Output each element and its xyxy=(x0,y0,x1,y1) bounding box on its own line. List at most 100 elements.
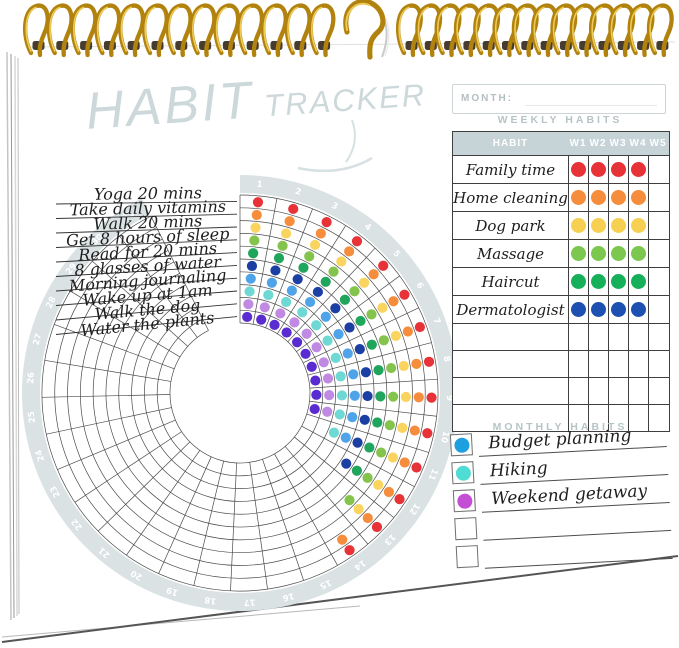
coil-highlight xyxy=(591,6,603,52)
month-writing-line xyxy=(525,105,657,106)
coil-wire xyxy=(189,3,217,58)
coil-highlight xyxy=(25,6,37,52)
habit-dot xyxy=(256,314,267,325)
habit-dot xyxy=(426,392,437,403)
binding-coil xyxy=(70,3,98,58)
habit-dot xyxy=(304,251,315,262)
coil-highlight xyxy=(417,6,430,52)
coil-highlight xyxy=(649,6,661,52)
habit-dot xyxy=(300,348,311,359)
habit-dot xyxy=(310,375,321,386)
week-cell xyxy=(628,240,648,267)
ring-line xyxy=(105,258,375,528)
week-cell xyxy=(648,212,668,239)
week-cell xyxy=(568,351,588,377)
week-dot xyxy=(611,246,626,261)
week-cell xyxy=(588,156,608,183)
binding-coil xyxy=(142,3,169,58)
weekly-habit-name: Dog park xyxy=(475,216,546,235)
monthly-checkbox xyxy=(449,433,473,457)
binding-coil xyxy=(284,3,312,58)
coil-highlight xyxy=(192,6,204,52)
day-divider-line xyxy=(287,247,376,343)
habit-dot xyxy=(362,390,373,402)
coil-highlight xyxy=(239,6,251,52)
habit-dot xyxy=(398,360,409,372)
coil-highlight xyxy=(263,6,275,52)
habit-dot xyxy=(289,317,300,328)
coil-wire xyxy=(70,3,98,58)
habit-dot xyxy=(373,365,384,376)
habit-dot xyxy=(344,246,355,257)
week-cell xyxy=(588,324,608,350)
week-dot xyxy=(571,190,586,205)
weekly-habit-name: Family time xyxy=(465,160,556,179)
page-edges xyxy=(1,41,679,643)
habit-dot xyxy=(273,253,285,264)
day-divider-line xyxy=(54,324,175,370)
habit-dot xyxy=(342,348,353,359)
week-dot xyxy=(591,246,606,261)
habit-dot xyxy=(378,335,389,346)
week-cell xyxy=(608,405,628,431)
coil-wire xyxy=(646,3,674,58)
day-divider-line xyxy=(46,407,172,435)
week-dot xyxy=(571,302,586,317)
habit-dot xyxy=(328,266,339,277)
weekly-habit-name: Dermatologist xyxy=(456,300,565,319)
week-dot xyxy=(591,302,606,317)
habit-dot xyxy=(409,425,420,436)
day-divider-line xyxy=(57,419,176,470)
week-cell xyxy=(608,296,628,323)
day-number: 23 xyxy=(48,484,62,499)
binding-coil xyxy=(261,3,288,58)
habit-dot xyxy=(336,390,348,401)
habit-line xyxy=(55,264,238,277)
habit-dot xyxy=(400,391,412,403)
habit-dot xyxy=(341,458,352,469)
coil-highlight xyxy=(73,6,85,52)
habit-dot xyxy=(286,285,297,296)
week-cell xyxy=(568,324,588,350)
habit-dot xyxy=(383,486,394,498)
paper-curl-highlight xyxy=(384,17,390,57)
week-dot xyxy=(591,274,606,289)
habit-dot xyxy=(344,322,355,333)
habit-dot xyxy=(248,248,259,259)
habit-dot xyxy=(311,389,322,400)
week-cell xyxy=(648,405,668,431)
monthly-checkbox xyxy=(452,489,476,513)
day-divider-line xyxy=(284,446,369,545)
habit-dot xyxy=(315,228,326,239)
weekly-habit-row: Family time xyxy=(453,155,669,183)
habit-dot xyxy=(246,260,258,272)
day-divider-line xyxy=(274,453,338,566)
habit-dot xyxy=(244,286,255,297)
weekly-habit-row xyxy=(453,323,669,350)
week-dot xyxy=(591,190,606,205)
page-edge-shadow xyxy=(1,605,361,638)
week-cell xyxy=(628,324,648,350)
day-divider-line xyxy=(306,413,429,453)
week-cell xyxy=(648,240,668,267)
day-number: 6 xyxy=(414,281,426,291)
day-number: 18 xyxy=(204,594,217,606)
habit-dot xyxy=(390,330,401,341)
monthly-checkbox xyxy=(455,545,479,569)
weekly-habit-row: Dog park xyxy=(453,211,669,239)
monthly-section-title: MONTHLY HABITS xyxy=(492,421,628,433)
ring-line xyxy=(169,322,311,464)
coil-wire xyxy=(23,3,50,58)
habit-dot xyxy=(375,391,386,402)
month-field: MONTH: xyxy=(452,84,666,114)
monthly-label: Hiking xyxy=(489,458,549,482)
habit-dot xyxy=(376,447,387,458)
coil-highlight xyxy=(96,6,109,52)
binding-coil xyxy=(23,3,50,58)
habit-dot xyxy=(321,216,332,228)
habit-dot xyxy=(362,472,373,483)
week-cell xyxy=(608,156,628,183)
habit-dot xyxy=(377,302,388,313)
habit-dot xyxy=(402,326,413,337)
habit-dot xyxy=(344,495,355,506)
